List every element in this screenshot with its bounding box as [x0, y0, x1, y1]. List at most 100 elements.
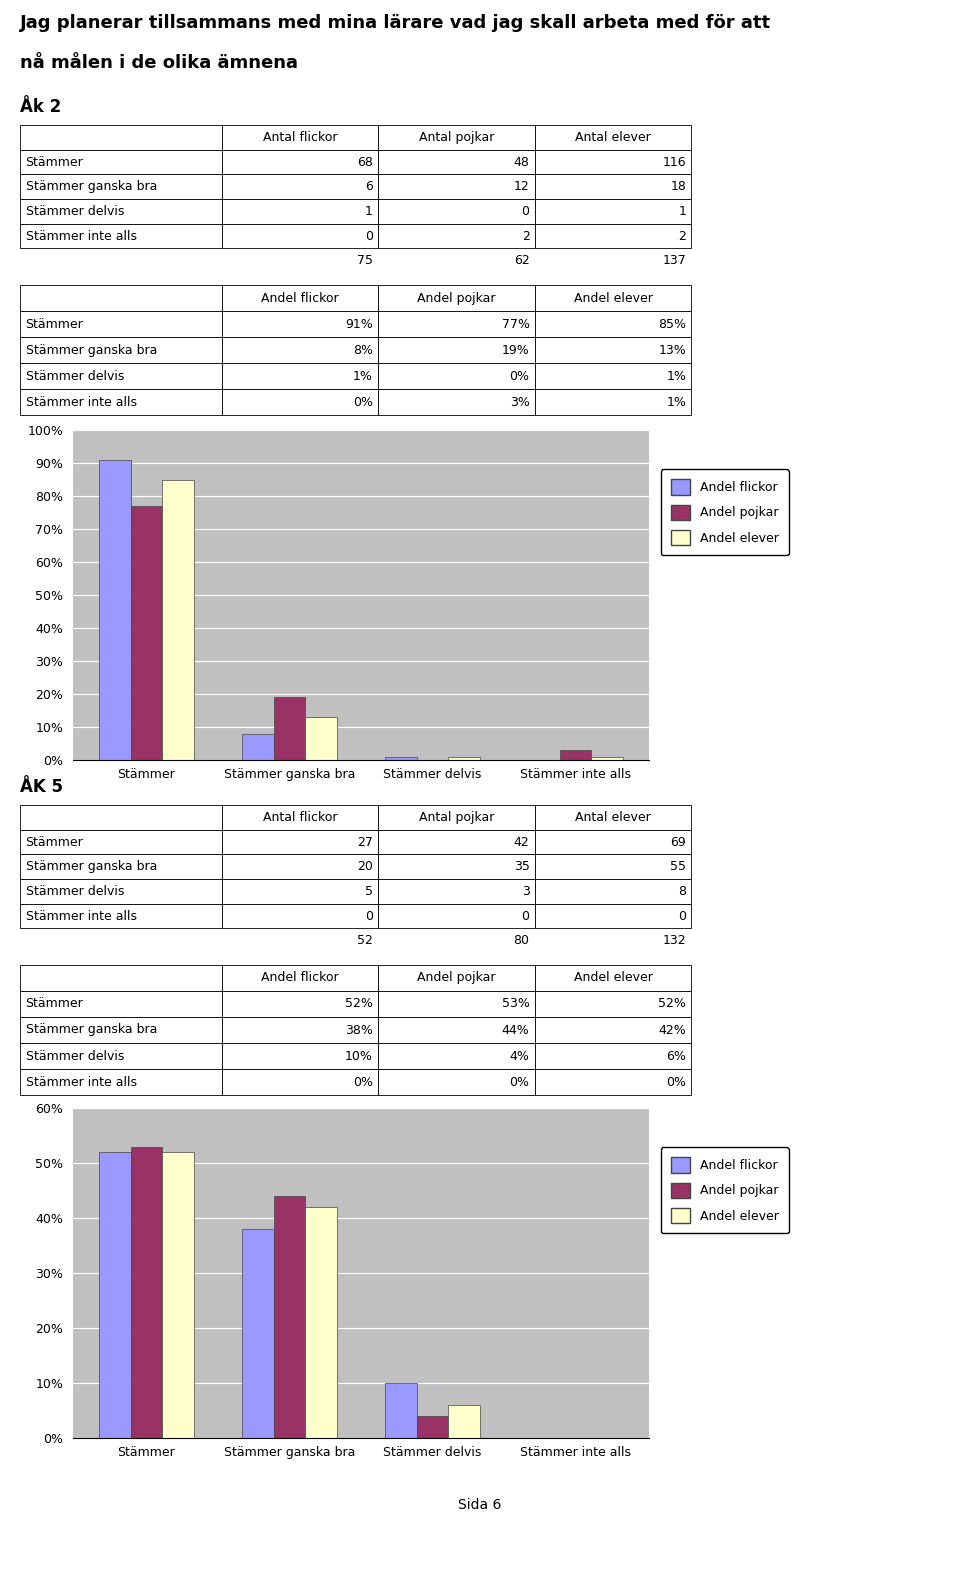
Bar — [448, 757, 480, 760]
Bar — [378, 311, 535, 338]
Text: 55: 55 — [670, 860, 686, 873]
Text: Stämmer: Stämmer — [26, 317, 84, 330]
Bar — [535, 965, 691, 991]
Text: 0%: 0% — [666, 1075, 686, 1088]
Text: Andel flickor: Andel flickor — [261, 972, 339, 984]
Bar — [378, 804, 535, 830]
Text: nå målen i de olika ämnena: nå målen i de olika ämnena — [20, 54, 299, 72]
Bar — [222, 199, 378, 223]
Text: 2: 2 — [521, 229, 530, 242]
Bar — [20, 991, 222, 1016]
Bar — [242, 734, 274, 760]
Bar — [222, 1069, 378, 1094]
Text: 27: 27 — [357, 835, 372, 849]
Text: 0%: 0% — [353, 1075, 372, 1088]
Text: Antal elever: Antal elever — [575, 131, 651, 143]
Bar — [535, 1016, 691, 1043]
Bar — [162, 1152, 194, 1438]
Text: Stämmer: Stämmer — [26, 997, 84, 1010]
Text: 52%: 52% — [345, 997, 372, 1010]
Bar — [378, 363, 535, 389]
Text: Andel flickor: Andel flickor — [261, 292, 339, 304]
Text: Stämmer ganska bra: Stämmer ganska bra — [26, 1023, 156, 1037]
Text: 10%: 10% — [345, 1050, 372, 1063]
Bar — [378, 150, 535, 174]
Text: Antal flickor: Antal flickor — [263, 811, 337, 824]
Text: 1%: 1% — [666, 370, 686, 382]
Text: Andel pojkar: Andel pojkar — [418, 972, 496, 984]
Text: 3%: 3% — [510, 395, 530, 408]
Bar — [378, 879, 535, 903]
Text: 18: 18 — [670, 180, 686, 193]
Text: 8%: 8% — [353, 344, 372, 357]
Bar — [20, 174, 222, 199]
Text: 75: 75 — [357, 255, 372, 268]
Bar — [20, 363, 222, 389]
Text: Stämmer ganska bra: Stämmer ganska bra — [26, 860, 156, 873]
Text: Åk 2: Åk 2 — [20, 99, 61, 116]
Text: Stämmer ganska bra: Stämmer ganska bra — [26, 344, 156, 357]
Text: 42: 42 — [514, 835, 530, 849]
Text: 62: 62 — [514, 255, 530, 268]
Bar — [378, 903, 535, 929]
Bar — [20, 854, 222, 879]
Bar — [222, 311, 378, 338]
Bar — [222, 854, 378, 879]
Text: Stämmer inte alls: Stämmer inte alls — [26, 1075, 136, 1088]
Text: 68: 68 — [357, 156, 372, 169]
Bar — [535, 363, 691, 389]
Text: 44%: 44% — [502, 1023, 530, 1037]
Text: 0%: 0% — [510, 1075, 530, 1088]
Bar — [20, 965, 222, 991]
Bar — [535, 199, 691, 223]
Text: Jag planerar tillsammans med mina lärare vad jag skall arbeta med för att: Jag planerar tillsammans med mina lärare… — [20, 14, 771, 32]
Text: 53%: 53% — [502, 997, 530, 1010]
Bar — [242, 1230, 274, 1438]
Text: 0: 0 — [365, 910, 372, 922]
Text: 48: 48 — [514, 156, 530, 169]
Bar — [378, 223, 535, 249]
Text: Stämmer inte alls: Stämmer inte alls — [26, 910, 136, 922]
Bar — [378, 854, 535, 879]
Text: 6%: 6% — [666, 1050, 686, 1063]
Bar — [535, 830, 691, 854]
Bar — [535, 150, 691, 174]
Bar — [20, 199, 222, 223]
Text: 8: 8 — [678, 884, 686, 898]
Text: 52%: 52% — [659, 997, 686, 1010]
Bar — [535, 285, 691, 311]
Bar — [385, 1383, 417, 1438]
Bar — [378, 1069, 535, 1094]
Bar — [20, 804, 222, 830]
Text: 85%: 85% — [659, 317, 686, 330]
Bar — [222, 223, 378, 249]
Bar — [378, 124, 535, 150]
Bar — [378, 830, 535, 854]
Text: 13%: 13% — [659, 344, 686, 357]
Bar — [20, 830, 222, 854]
Text: Stämmer delvis: Stämmer delvis — [26, 1050, 124, 1063]
Bar — [535, 1043, 691, 1069]
Text: 77%: 77% — [501, 317, 530, 330]
Text: 4%: 4% — [510, 1050, 530, 1063]
Text: Andel pojkar: Andel pojkar — [418, 292, 496, 304]
Bar — [222, 991, 378, 1016]
Bar — [222, 1016, 378, 1043]
Bar — [222, 150, 378, 174]
Text: Stämmer inte alls: Stämmer inte alls — [26, 395, 136, 408]
Bar — [20, 338, 222, 363]
Bar — [535, 174, 691, 199]
Text: Antal flickor: Antal flickor — [263, 131, 337, 143]
Bar — [591, 757, 623, 760]
Bar — [378, 1016, 535, 1043]
Text: ÅK 5: ÅK 5 — [20, 779, 63, 796]
Bar — [378, 199, 535, 223]
Bar — [162, 479, 194, 760]
Text: 35: 35 — [514, 860, 530, 873]
Bar — [305, 717, 337, 760]
Bar — [20, 150, 222, 174]
Text: Antal pojkar: Antal pojkar — [419, 131, 494, 143]
Bar — [20, 1069, 222, 1094]
Text: 1%: 1% — [666, 395, 686, 408]
Bar — [222, 124, 378, 150]
